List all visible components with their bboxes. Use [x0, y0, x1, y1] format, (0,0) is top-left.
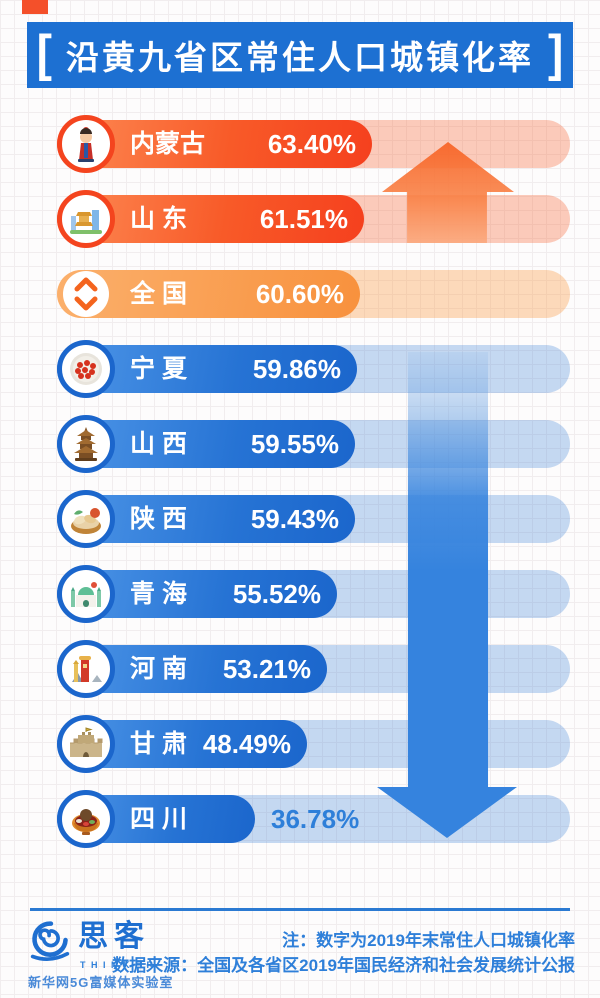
logo-block: 思客 THINKER 新华网5G富媒体实验室 [28, 920, 208, 991]
note-data-source: 数据来源：全国及各省区2019年国民经济和社会发展统计公报 [112, 956, 575, 975]
title-bracket-right: ] [548, 24, 564, 82]
page-title: 沿黄九省区常住人口城镇化率 [66, 39, 534, 76]
footer-notes: 注：数字为2019年末常住人口城镇化率 数据来源：全国及各省区2019年国民经济… [112, 928, 575, 978]
food-basket-icon [57, 490, 115, 548]
value-label: 55.52% [232, 579, 321, 609]
mongolian-figure-icon [57, 115, 115, 173]
logo-subtitle: THINKER [80, 960, 159, 970]
title-bracket-left: [ [36, 24, 52, 82]
up-down-arrows-icon [63, 271, 109, 317]
tower-icon [57, 640, 115, 698]
logo-organization: 新华网5G富媒体实验室 [28, 975, 174, 990]
corner-accent [22, 0, 48, 14]
goji-berries-icon [57, 340, 115, 398]
thinker-swirl-icon [30, 921, 70, 961]
value-label: 48.49% [202, 729, 291, 759]
value-label: 60.60% [255, 279, 344, 309]
province-label: 四 川 [130, 805, 187, 833]
logo-name: 思客 [78, 920, 150, 953]
bar-row: 宁 夏 59.86% [0, 340, 600, 398]
province-label: 宁 夏 [130, 355, 187, 383]
bar-row: 青 海 55.52% [0, 565, 600, 623]
value-label: 36.78% [271, 804, 360, 834]
value-label: 53.21% [222, 654, 311, 684]
province-label: 甘 肃 [130, 730, 187, 758]
value-label: 61.51% [259, 204, 348, 234]
bar-row: 内蒙古 63.40% [0, 115, 600, 173]
title-banner: [ 沿黄九省区常住人口城镇化率 ] [27, 22, 573, 88]
footer-divider [30, 908, 570, 911]
bar-row: 四 川 36.78% [0, 790, 600, 848]
province-label: 陕 西 [130, 505, 187, 533]
bar-row: 山 东 61.51% [0, 190, 600, 248]
bar-row: 山 西 59.55% [0, 415, 600, 473]
bar-row: 陕 西 59.43% [0, 490, 600, 548]
province-label: 山 东 [130, 205, 187, 233]
bar-row: 河 南 53.21% [0, 640, 600, 698]
province-label: 内蒙古 [130, 130, 206, 158]
province-label: 河 南 [130, 655, 187, 683]
bar-row: 甘 肃 48.49% [0, 715, 600, 773]
value-label: 59.55% [250, 429, 339, 459]
pagoda-icon [57, 415, 115, 473]
note-source-year: 注：数字为2019年末常住人口城镇化率 [282, 931, 575, 950]
value-label: 63.40% [267, 129, 356, 159]
province-label: 全 国 [130, 280, 187, 308]
fortress-icon [57, 715, 115, 773]
province-label: 山 西 [130, 430, 187, 458]
hotpot-icon [57, 790, 115, 848]
value-label: 59.43% [250, 504, 339, 534]
city-landmarks-icon [57, 190, 115, 248]
bar-row: 全 国 60.60% [0, 270, 600, 318]
province-label: 青 海 [130, 580, 187, 608]
value-label: 59.86% [252, 354, 341, 384]
mosque-icon [57, 565, 115, 623]
